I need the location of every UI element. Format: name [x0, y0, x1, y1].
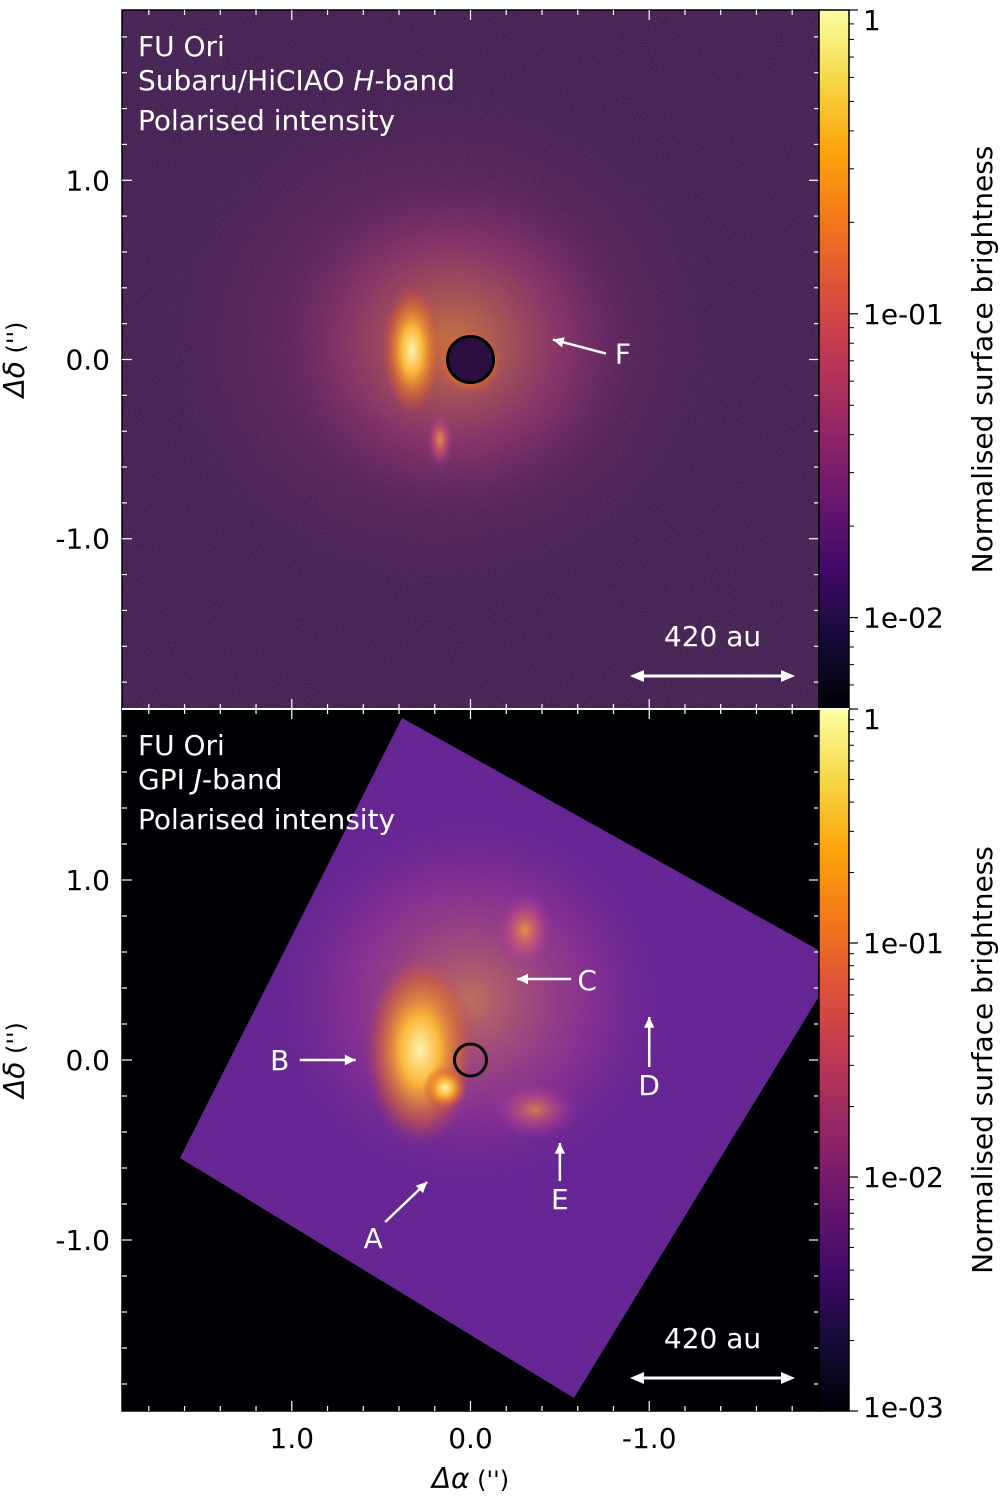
feature-arrowhead-F — [552, 337, 565, 348]
y-axis-label: Δδ ('') — [0, 1022, 31, 1100]
feature-arrowhead-B — [344, 1054, 356, 1066]
x-tick-label: 1.0 — [270, 1422, 315, 1455]
feature-label-F: F — [615, 338, 631, 371]
x-tick-label: 0.0 — [448, 1422, 493, 1455]
feature-label-A: A — [364, 1222, 383, 1255]
y-tick-label: 1.0 — [65, 164, 110, 197]
colorbar-tick-label: 1e-01 — [863, 927, 944, 960]
scale-bar-label: 420 au — [664, 1322, 761, 1355]
y-tick-label: 0.0 — [65, 1044, 110, 1077]
y-tick-label: 1.0 — [65, 864, 110, 897]
star-position-marker — [453, 1042, 488, 1078]
feature-label-C: C — [577, 964, 597, 997]
panel-title-quantity: Polarised intensity — [138, 803, 395, 836]
x-axis-label: Δα ('') — [430, 1462, 509, 1495]
feature-arrowhead-A — [415, 1182, 428, 1194]
scale-bar-left-head — [630, 670, 644, 682]
feature-label-E: E — [551, 1183, 569, 1216]
y-tick-label: 0.0 — [65, 344, 110, 377]
colorbar-label: Normalised surface brightness — [966, 846, 999, 1274]
colorbar-tick-label: 1e-03 — [863, 1391, 944, 1424]
y-axis-label: Δδ ('') — [0, 322, 31, 400]
colorbar — [819, 709, 849, 1411]
colorbar-tick-label: 1e-02 — [863, 602, 944, 635]
feature-arrowhead-D — [643, 1017, 655, 1028]
panel-title-target: FU Ori — [138, 30, 225, 63]
colorbar-label: Normalised surface brightness — [966, 146, 999, 574]
y-tick-label: -1.0 — [55, 1224, 110, 1257]
colorbar-tick-label: 1e-01 — [863, 298, 944, 331]
panel-title-target: FU Ori — [138, 729, 225, 762]
feature-arrowhead-E — [554, 1143, 566, 1154]
x-tick-label: -1.0 — [622, 1422, 677, 1455]
panel-title-instrument: Subaru/HiCIAO H-band — [138, 64, 455, 97]
colorbar — [819, 10, 849, 709]
colorbar-tick-label: 1 — [863, 4, 881, 37]
colorbar-tick-label: 1 — [863, 703, 881, 736]
feature-arrowhead-C — [517, 973, 528, 985]
bottom-image-panel — [122, 709, 819, 1411]
scale-bar-right-head — [781, 670, 795, 682]
y-tick-label: -1.0 — [55, 523, 110, 556]
panel-title-quantity: Polarised intensity — [138, 104, 395, 137]
star-position-marker — [446, 335, 495, 384]
feature-label-D: D — [638, 1069, 660, 1102]
scale-bar-label: 420 au — [664, 620, 761, 653]
panel-title-instrument: GPI J-band — [138, 763, 283, 796]
feature-label-B: B — [270, 1044, 289, 1077]
colorbar-tick-label: 1e-02 — [863, 1161, 944, 1194]
scale-bar-left-head — [630, 1372, 644, 1384]
scale-bar-right-head — [781, 1372, 795, 1384]
